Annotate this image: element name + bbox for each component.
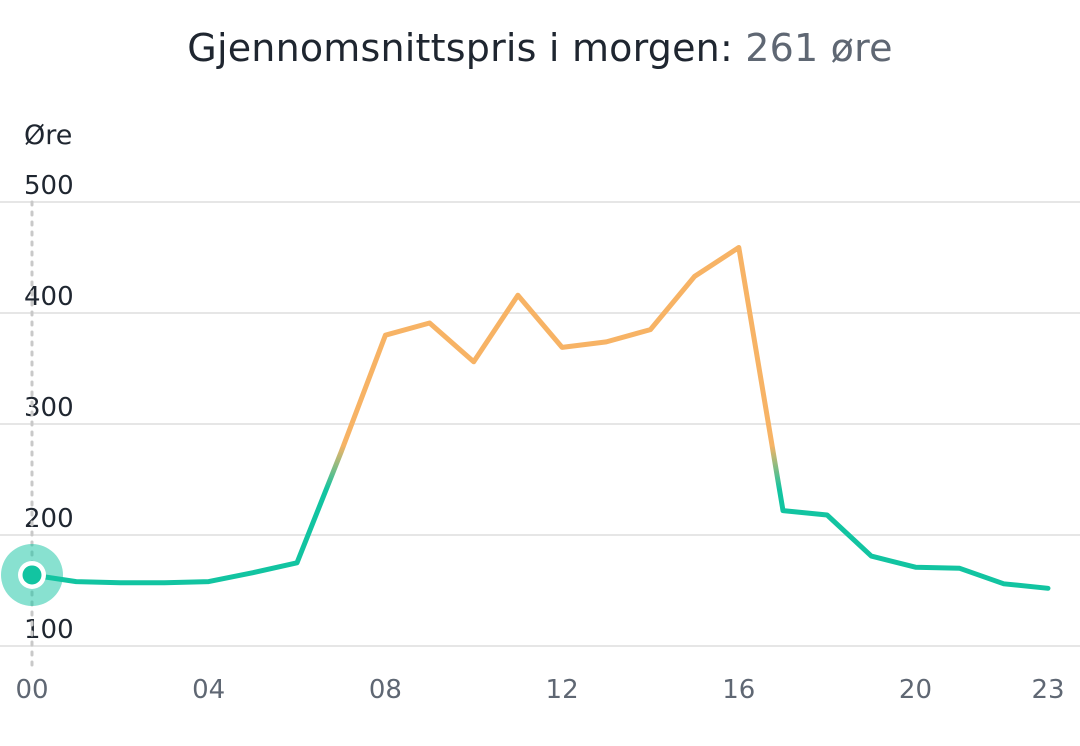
x-tick-label-12: 12	[546, 675, 579, 705]
x-tick-label-23: 23	[1031, 675, 1064, 705]
selected-point-dot[interactable]	[22, 565, 42, 585]
y-tick-label-200: 200	[24, 504, 74, 534]
y-tick-label-300: 300	[24, 393, 74, 423]
y-tick-label-100: 100	[24, 615, 74, 645]
y-tick-label-400: 400	[24, 282, 74, 312]
y-ticks: 500 400 300 200 100	[24, 171, 74, 645]
y-axis-label: Øre	[24, 120, 73, 151]
x-tick-label-04: 04	[192, 675, 225, 705]
chart-title-value: 261 øre	[745, 26, 893, 70]
x-tick-label-20: 20	[899, 675, 932, 705]
chart-title: Gjennomsnittspris i morgen: 261 øre	[0, 26, 1080, 70]
x-tick-label-08: 08	[369, 675, 402, 705]
y-tick-label-500: 500	[24, 171, 74, 201]
x-tick-label-16: 16	[722, 675, 755, 705]
chart-title-text: Gjennomsnittspris i morgen:	[187, 26, 733, 70]
x-ticks: 00 04 08 12 16 20 23	[15, 675, 1064, 705]
grid-lines	[0, 201, 1080, 647]
price-series-line	[29, 245, 1051, 591]
x-tick-label-00: 00	[15, 675, 48, 705]
